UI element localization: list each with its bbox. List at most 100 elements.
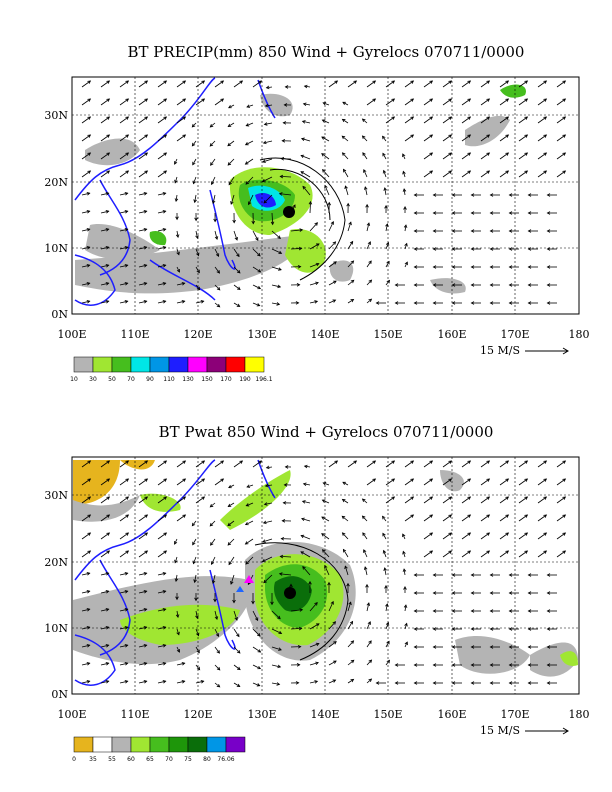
wind-arrow [263,502,273,506]
wind-arrow [404,134,415,142]
wind-arrow [537,496,548,504]
wind-arrow [451,301,462,305]
legend-label: 75 [184,756,192,763]
wind-arrow [233,682,241,687]
legend-label: 10 [70,376,78,383]
wind-arrow [328,621,337,630]
wind-arrow [81,514,92,522]
wind-arrow [252,628,261,637]
x-tick-label: 150E [373,328,402,341]
wind-arrow [480,116,491,124]
wind-arrow [210,556,216,566]
wind-arrow [366,478,377,486]
wind-arrow [321,499,330,504]
legend-label: 90 [146,376,154,383]
wind-arrow [138,460,149,468]
wind-arrow [402,188,407,196]
graticule [72,77,579,314]
legend-swatch [73,356,94,373]
wind-arrow [227,502,235,507]
wind-arrow [461,152,472,160]
wind-arrow [176,646,180,653]
wind-arrow [271,664,282,669]
wind-arrow [157,152,168,160]
wind-arrow [119,496,130,504]
wind-arrow [252,610,259,622]
wind-arrow [366,222,371,232]
wind-arrow [451,681,462,685]
wind-arrow [209,140,216,147]
wind-arrow [281,139,292,143]
legend-label: 60 [127,756,135,763]
wind-arrow [341,498,349,504]
wind-arrow [138,608,148,612]
wind-arrow [252,682,261,687]
wind-arrow [195,496,206,504]
wind-arrow [537,134,548,142]
wind-arrow [361,498,368,504]
wind-arrow [100,626,110,630]
legend-label: 30 [89,376,97,383]
wind-arrow [210,176,216,186]
typhoon-center-icon [284,587,296,599]
wind-arrow [282,121,292,125]
wind-arrow [262,520,273,525]
wind-arrow [270,212,275,226]
wind-arrow [470,573,481,577]
wind-arrow [119,662,129,666]
wind-arrow [262,158,273,163]
wind-arrow [322,169,330,178]
wind-arrow [157,192,167,196]
wind-arrow [119,192,129,196]
y-tick-label: 0N [51,688,68,701]
wind-arrow [499,152,510,160]
wind-arrow [214,610,219,621]
panel-title: BT Pwat 850 Wind + Gyrelocs 070711/0000 [159,423,494,441]
wind-arrow [518,532,529,540]
x-tick-label: 100E [57,708,86,721]
wind-arrow [119,532,130,540]
wind-arrow [366,241,371,250]
wind-arrow [138,590,148,594]
wind-arrow [480,550,491,558]
wind-arrow [347,659,355,666]
wind-arrow [195,230,199,240]
precip-panel: BT PRECIP(mm) 850 Wind + Gyrelocs 070711… [44,43,589,383]
coastlines [74,77,276,306]
wind-arrow [366,98,377,106]
wind-arrow [546,247,557,251]
wind-arrow [244,520,254,526]
wind-arrow [489,265,500,269]
typhoon-center-icon [283,206,295,218]
wind-arrow [245,556,254,565]
wind-arrow [404,622,408,630]
scale-label: 15 M/S [480,344,520,357]
legend-swatch [187,356,208,373]
wind-arrow [489,193,500,197]
color-legend: 0 35 55 60 65 70 75 80 76.06 [72,736,246,763]
wind-arrow [100,460,111,468]
x-tick-label: 120E [183,328,212,341]
wind-arrow [423,514,434,522]
wind-arrow [290,246,303,251]
wind-arrow [262,538,273,543]
wind-arrow [404,460,415,468]
wind-arrow [195,248,200,257]
wind-arrow [81,170,92,178]
y-tick-label: 30N [44,489,68,502]
y-tick-label: 20N [44,176,68,189]
wind-arrow [518,496,529,504]
wind-arrow [347,260,355,268]
wind-arrow [245,502,254,507]
wind-arrow [270,593,274,606]
wind-arrow [508,645,519,649]
wind-arrow [451,663,462,667]
wind-arrow [342,481,349,486]
wind-arrow [527,663,538,667]
wind-arrow [252,646,262,653]
wind-arrow [81,300,91,304]
wind-arrow [404,496,415,504]
wind-arrow [138,478,149,486]
wind-arrow [271,610,281,620]
wind-arrow [508,301,519,305]
